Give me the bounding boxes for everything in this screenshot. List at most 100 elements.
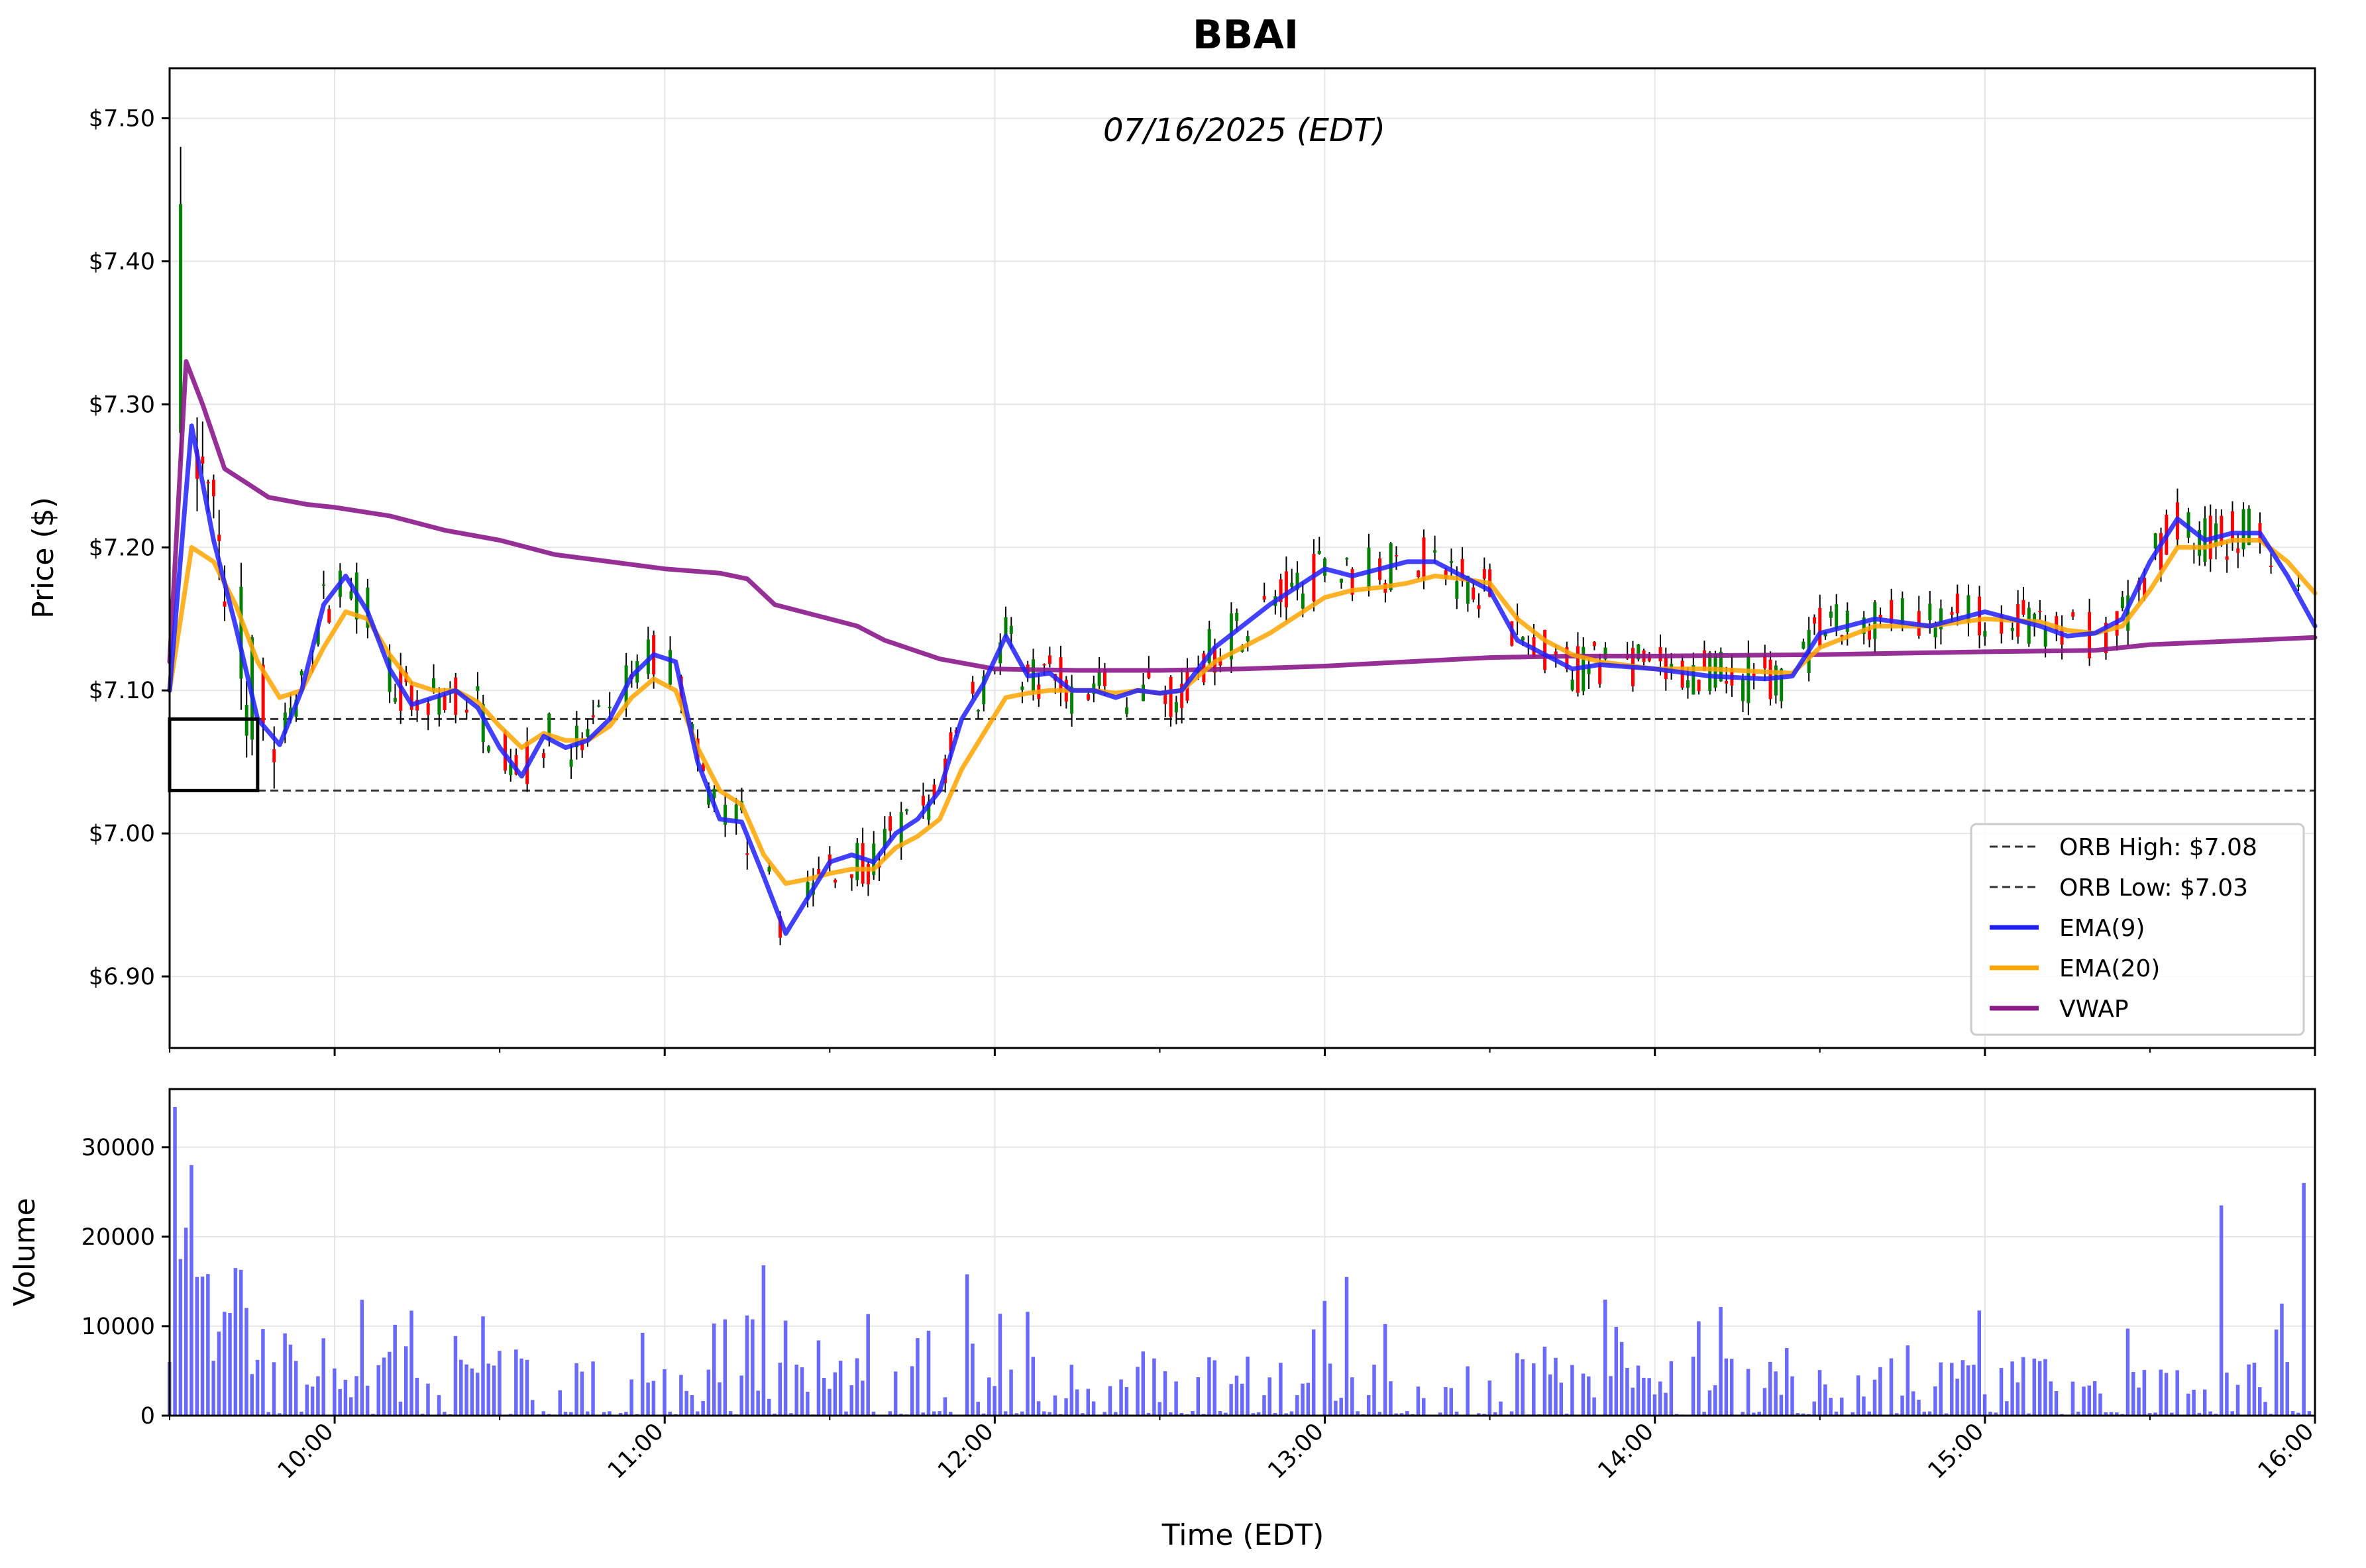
volume-bar: [2302, 1182, 2306, 1416]
volume-y-axis: 0 10000 20000 30000: [81, 1135, 170, 1430]
volume-bar: [1229, 1384, 1233, 1416]
volume-bar: [789, 1413, 793, 1416]
candle-body: [426, 703, 430, 715]
volume-bar: [333, 1368, 337, 1416]
volume-bar: [294, 1361, 298, 1416]
candle-body: [1279, 579, 1283, 603]
indicator-lines: [167, 359, 2318, 936]
volume-bar: [646, 1383, 650, 1416]
volume-bar: [1757, 1412, 1761, 1416]
volume-bar: [398, 1401, 403, 1416]
volume-bar: [1284, 1413, 1288, 1416]
candle-body: [833, 880, 837, 883]
candle-body: [1845, 610, 1849, 632]
volume-bar: [1746, 1369, 1750, 1416]
candle-body: [327, 609, 331, 623]
volume-bar: [354, 1376, 358, 1416]
price-ytick-label: $6.90: [89, 964, 155, 990]
volume-bar: [2147, 1412, 2152, 1416]
candle-body: [1780, 668, 1784, 702]
candle-body: [1466, 576, 1470, 604]
volume-bar: [1955, 1379, 1959, 1416]
volume-bar: [871, 1411, 876, 1416]
candle-body: [971, 682, 975, 694]
volume-bar: [767, 1398, 771, 1416]
candle-body: [2143, 578, 2147, 598]
volume-bar: [816, 1340, 821, 1416]
volume-bar: [701, 1400, 705, 1416]
volume-bar: [1003, 1411, 1008, 1416]
candle-body: [586, 729, 590, 737]
volume-bar: [2192, 1389, 2196, 1416]
volume-bar: [365, 1385, 370, 1416]
volume-bar: [2208, 1411, 2212, 1416]
candle-body: [1978, 596, 1982, 636]
volume-bar: [1724, 1358, 1729, 1416]
candle-body: [349, 591, 353, 599]
volume-bar: [2307, 1411, 2312, 1416]
candle-body: [806, 882, 810, 900]
candle-body: [2010, 628, 2014, 631]
candle-body: [432, 678, 436, 691]
volume-bar: [1878, 1367, 1882, 1416]
candle-body: [1818, 607, 1822, 647]
volume-bar: [2230, 1411, 2234, 1416]
volume-bar: [1091, 1401, 1096, 1416]
candle-body: [2247, 508, 2251, 545]
volume-bar: [822, 1377, 826, 1416]
volume-bar: [1697, 1321, 1701, 1416]
volume-bar: [310, 1386, 315, 1416]
volume-bar: [608, 1411, 612, 1416]
volume-bar: [1829, 1398, 1833, 1416]
legend-orb-low-label: ORB Low: $7.03: [2059, 874, 2248, 902]
volume-bar: [684, 1390, 688, 1416]
volume-bar: [173, 1107, 177, 1416]
volume-bar: [1356, 1411, 1360, 1416]
volume-bar: [1619, 1341, 1624, 1416]
legend-orb-high-label: ORB High: $7.08: [2059, 834, 2257, 861]
legend: ORB High: $7.08 ORB Low: $7.03 EMA(9) EM…: [1970, 823, 2305, 1036]
volume-bar: [1741, 1412, 1745, 1416]
volume-bar: [2043, 1359, 2047, 1416]
volume-bar: [800, 1367, 804, 1416]
candle-body: [2236, 548, 2240, 553]
volume-bar: [1421, 1398, 1426, 1416]
candle-body: [1295, 572, 1299, 590]
volume-bar: [343, 1379, 348, 1416]
volume-bar: [2159, 1369, 2163, 1416]
candle-body: [1570, 680, 1574, 690]
legend-vwap-label: VWAP: [2059, 996, 2129, 1023]
volume-bar: [580, 1371, 584, 1416]
candle-body: [982, 676, 986, 705]
volume-bar: [1587, 1376, 1591, 1416]
volume-bar: [998, 1314, 1002, 1416]
candle-body: [1218, 658, 1222, 666]
candle-body: [1774, 665, 1778, 696]
candle-body: [514, 755, 518, 774]
volume-bar: [773, 1413, 777, 1416]
volume-bar: [1707, 1390, 1712, 1416]
volume-bar: [1609, 1376, 1613, 1416]
volume-bar: [1124, 1386, 1129, 1416]
volume-bar: [1322, 1300, 1327, 1416]
candle-body: [1042, 664, 1046, 666]
volume-bar: [861, 1381, 865, 1416]
price-x-ticks: [169, 1048, 2316, 1056]
volume-bar: [2175, 1370, 2179, 1416]
volume-bar: [971, 1343, 975, 1416]
volume-bar: [1966, 1365, 1970, 1416]
volume-bar: [464, 1364, 468, 1416]
volume-bar: [706, 1369, 711, 1416]
volume-bar: [1081, 1413, 1085, 1416]
volume-bar: [1669, 1361, 1674, 1416]
volume-bar: [459, 1359, 463, 1416]
candle-body: [476, 686, 480, 692]
volume-bar: [981, 1413, 986, 1416]
candle-body: [1955, 594, 1959, 613]
candle-body: [976, 709, 980, 712]
volume-bar: [1581, 1373, 1586, 1416]
volume-bar: [1625, 1367, 1629, 1416]
volume-bar: [976, 1402, 980, 1416]
candle-body: [888, 816, 892, 831]
candle-body: [1801, 641, 1805, 649]
